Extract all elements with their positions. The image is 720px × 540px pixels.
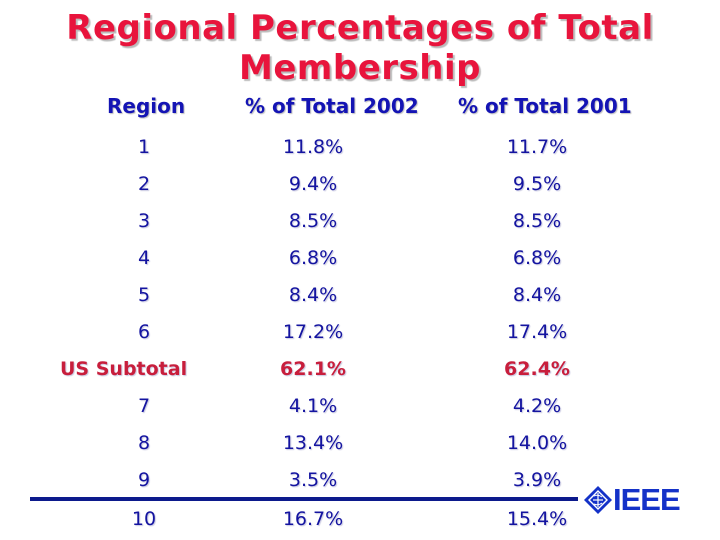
table-row: 5 8.4% 8.4% — [0, 284, 720, 314]
region-cell: 3 — [137, 210, 151, 232]
table-row: 2 9.4% 9.5% — [0, 173, 720, 203]
region-cell: 6 — [137, 321, 151, 343]
header-region: Region — [107, 94, 186, 118]
slide-title-line-1: Regional Percentages of Total — [66, 8, 654, 48]
pct-2001-cell: 4.2% — [512, 395, 562, 417]
table-row: 1 11.8% 11.7% — [0, 136, 720, 166]
table-row: 4 6.8% 6.8% — [0, 247, 720, 277]
table-row: 9 3.5% 3.9% — [0, 469, 720, 499]
pct-2002-cell: 9.4% — [288, 173, 338, 195]
subtotal-row: US Subtotal 62.1% 62.4% — [0, 358, 720, 388]
pct-2001-cell: 3.9% — [512, 469, 562, 491]
pct-2001-cell: 9.5% — [512, 173, 562, 195]
pct-2002-cell: 8.4% — [288, 284, 338, 306]
region-cell: 8 — [137, 432, 151, 454]
region-cell: 2 — [137, 173, 151, 195]
region-cell: 5 — [137, 284, 151, 306]
pct-2001-cell: 62.4% — [504, 358, 570, 380]
region-cell: 10 — [131, 508, 157, 530]
pct-2001-cell: 15.4% — [506, 508, 568, 530]
region-cell: 7 — [137, 395, 151, 417]
region-cell: US Subtotal — [60, 358, 188, 380]
table-row: 10 16.7% 15.4% — [0, 508, 720, 538]
ieee-kite-icon — [584, 486, 612, 514]
pct-2001-cell: 6.8% — [512, 247, 562, 269]
pct-2001-cell: 11.7% — [506, 136, 568, 158]
region-cell: 9 — [137, 469, 151, 491]
pct-2002-cell: 62.1% — [280, 358, 346, 380]
ieee-logo-text: IEEE — [613, 482, 681, 517]
pct-2002-cell: 17.2% — [282, 321, 344, 343]
region-cell: 1 — [137, 136, 151, 158]
header-pct-2002: % of Total 2002 — [245, 94, 419, 118]
region-cell: 4 — [137, 247, 151, 269]
ieee-logo: IEEE — [583, 483, 683, 517]
pct-2001-cell: 17.4% — [506, 321, 568, 343]
pct-2002-cell: 13.4% — [282, 432, 344, 454]
header-pct-2001: % of Total 2001 — [458, 94, 632, 118]
pct-2002-cell: 4.1% — [288, 395, 338, 417]
pct-2001-cell: 8.5% — [512, 210, 562, 232]
table-row: 6 17.2% 17.4% — [0, 321, 720, 351]
pct-2002-cell: 8.5% — [288, 210, 338, 232]
slide-title-line-2: Membership — [239, 48, 481, 88]
table-row: 8 13.4% 14.0% — [0, 432, 720, 462]
pct-2001-cell: 14.0% — [506, 432, 568, 454]
table-row: 3 8.5% 8.5% — [0, 210, 720, 240]
pct-2002-cell: 11.8% — [282, 136, 344, 158]
pct-2002-cell: 16.7% — [282, 508, 344, 530]
footer-rule — [30, 497, 578, 501]
pct-2002-cell: 3.5% — [288, 469, 338, 491]
table-row: 7 4.1% 4.2% — [0, 395, 720, 425]
pct-2001-cell: 8.4% — [512, 284, 562, 306]
pct-2002-cell: 6.8% — [288, 247, 338, 269]
